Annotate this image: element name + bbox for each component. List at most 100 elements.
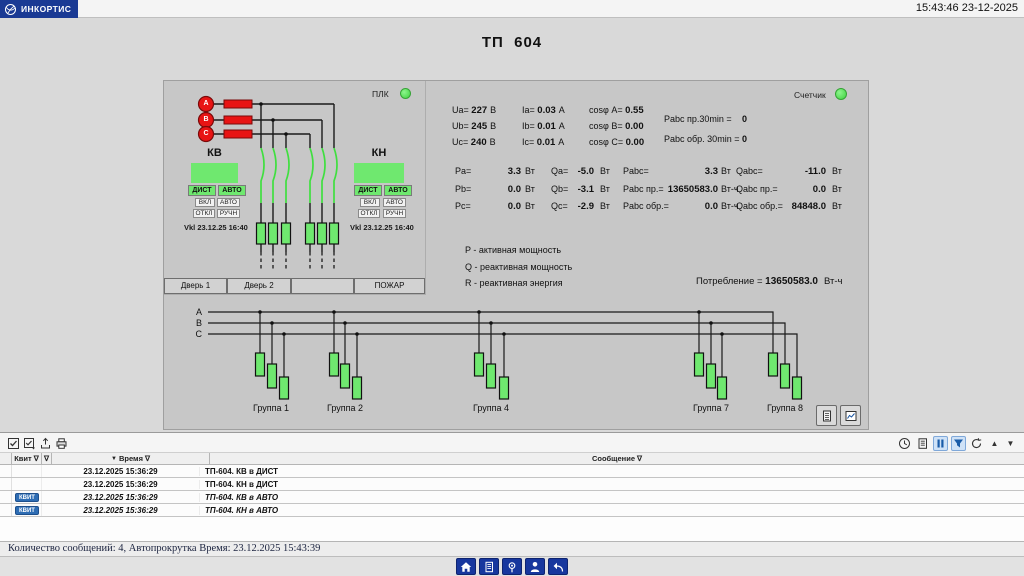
acknowledge-button[interactable]: КВИТ (15, 492, 39, 502)
power-row-b: Pb= 0.0 Вт Qb= -3.1 Вт Pabc пр.= 13650583.0 Вт… (455, 184, 842, 195)
time-range-button[interactable] (897, 436, 912, 451)
meter-icon (822, 410, 831, 421)
kv-auto-button[interactable]: АВТО (217, 198, 240, 207)
spare-indicator (291, 278, 354, 294)
ack-one-button[interactable] (6, 436, 21, 451)
kn-switch-timestamp: Vkl 23.12.25 16:40 (350, 223, 414, 232)
home-button[interactable] (456, 558, 476, 575)
log-toolbar: ▲ ▼ (0, 433, 1024, 453)
power-row-c: Pc= 0.0 Вт Qc= -2.9 Вт Pabc обр.= 0.0 Вт-ч Qab… (455, 201, 842, 212)
current-ic: Ic= 0.01 А (522, 137, 565, 148)
legend-q: Q - реактивная мощность (465, 262, 573, 272)
input-fuse-blocks (223, 99, 253, 139)
voltage-ub: Ub= 245 В (452, 121, 497, 132)
back-arrow-icon (553, 562, 564, 572)
refresh-button[interactable] (969, 436, 984, 451)
door2-indicator[interactable]: Дверь 2 (227, 278, 291, 294)
plc-label: ПЛК (372, 89, 389, 99)
kv-dist-button[interactable]: ДИСТ (188, 185, 216, 196)
log-row[interactable]: 23.12.2025 15:36:29 ТП-604. КВ в ДИСТ (0, 465, 1024, 478)
print-button[interactable] (54, 436, 69, 451)
col-flag-header[interactable]: ∇ (42, 453, 52, 464)
voltage-uc: Uc= 240 В (452, 137, 496, 148)
journal-button[interactable] (915, 436, 930, 451)
logo-emblem-icon (4, 3, 17, 15)
log-row[interactable]: КВИТ 23.12.2025 15:36:29 ТП-604. КВ в АВ… (0, 491, 1024, 504)
event-message: ТП-604. КН в ДИСТ (205, 479, 279, 489)
col-ack-header[interactable]: Квит ∇ (12, 453, 42, 464)
phase-source-indicators (197, 95, 215, 143)
event-time: 23.12.2025 15:36:29 (42, 466, 200, 476)
kn-avto-button[interactable]: АВТО (384, 185, 412, 196)
consumption-unit: Вт-ч (824, 276, 843, 287)
consumption-label: Потребление = (696, 276, 763, 287)
event-time: 23.12.2025 15:36:29 (42, 492, 200, 502)
filter-glyph: ∇ (43, 454, 50, 463)
system-datetime: 15:43:46 23-12-2025 (915, 2, 1018, 14)
power-row-a: Pa= 3.3 Вт Qa= -5.0 Вт Pabc= 3.3 Вт Qabc= -11.0… (455, 166, 842, 177)
col-time-header[interactable]: ▼ Время ∇ (52, 453, 210, 464)
col-selector-header (0, 453, 12, 464)
logo-text: ИНКОРТИС (21, 4, 72, 14)
current-ia: Ia= 0.03 А (522, 105, 565, 116)
log-status-bar: Количество сообщений: 4, Автопрокрутка В… (0, 541, 1024, 556)
journal-nav-button[interactable] (479, 558, 499, 575)
filter-button[interactable] (951, 436, 966, 451)
bus-junction-dots (258, 310, 724, 336)
user-button[interactable] (525, 558, 545, 575)
kv-manual-button[interactable]: РУЧН (217, 209, 240, 218)
kn-dist-button[interactable]: ДИСТ (354, 185, 382, 196)
bottom-navbar (0, 556, 1024, 576)
kn-off-button[interactable]: ОТКЛ (358, 209, 380, 218)
kv-switch-timestamp: Vkl 23.12.25 16:40 (184, 223, 248, 232)
phase-a-label: A (203, 100, 209, 107)
p30-reverse: Pabc обр. 30min = (664, 134, 740, 144)
kv-state-box (191, 163, 238, 183)
event-log-panel: ▲ ▼ Квит ∇ ∇ ▼ Время ∇ Сообщение ∇ 23.12.202… (0, 432, 1024, 541)
kv-off-button[interactable]: ОТКЛ (193, 209, 215, 218)
back-button[interactable] (548, 558, 568, 575)
log-row[interactable]: КВИТ 23.12.2025 15:36:29 ТП-604. КН в АВ… (0, 504, 1024, 517)
export-button[interactable] (38, 436, 53, 451)
log-row[interactable]: 23.12.2025 15:36:29 ТП-604. КН в ДИСТ (0, 478, 1024, 491)
switch-blades-closed (260, 147, 338, 203)
door1-indicator[interactable]: Дверь 1 (164, 278, 227, 294)
cos-a: cosφ A= 0.55 (589, 105, 644, 116)
event-message: ТП-604. КВ в ДИСТ (205, 466, 279, 476)
group-8-label: Группа 8 (766, 403, 804, 413)
location-button[interactable] (502, 558, 522, 575)
filter-glyph: ∇ (637, 454, 643, 463)
supply-wires (213, 103, 335, 252)
schematic-section-border (164, 81, 426, 295)
kv-title: КВ (207, 147, 222, 159)
col-message-header[interactable]: Сообщение ∇ (591, 454, 643, 463)
pause-scroll-button[interactable] (933, 436, 948, 451)
group-4-label: Группа 4 (472, 403, 510, 413)
event-message: ТП-604. КН в АВТО (205, 505, 279, 515)
phase-b-label: B (203, 116, 209, 123)
kv-avto-button[interactable]: АВТО (218, 185, 246, 196)
top-bar: ИНКОРТИС 15:43:46 23-12-2025 (0, 0, 1024, 18)
kn-on-button[interactable]: ВКЛ (360, 198, 380, 207)
page-title: ТП 604 (481, 34, 543, 51)
plc-status-led (400, 88, 411, 99)
kn-auto-button[interactable]: АВТО (383, 198, 406, 207)
person-icon (530, 561, 540, 572)
ack-all-button[interactable] (22, 436, 37, 451)
fire-indicator[interactable]: ПОЖАР (354, 278, 425, 294)
location-pin-icon (508, 561, 516, 572)
trend-chart-button[interactable] (840, 405, 861, 426)
p30-forward: Pabc пр.30min = (664, 114, 732, 124)
kn-state-box (354, 163, 404, 183)
event-time: 23.12.2025 15:36:29 (42, 505, 200, 515)
meter-readings-button[interactable] (816, 405, 837, 426)
mimic-panel: A B C ПЛК КВ ДИСТ АВТО ВКЛ АВТО ОТКЛ РУЧ… (163, 80, 869, 430)
kn-manual-button[interactable]: РУЧН (383, 209, 406, 218)
scroll-up-button[interactable]: ▲ (990, 438, 999, 448)
journal-icon (485, 561, 493, 572)
filter-glyph: ∇ (33, 454, 39, 463)
kv-on-button[interactable]: ВКЛ (195, 198, 215, 207)
scroll-down-button[interactable]: ▼ (1006, 438, 1015, 448)
acknowledge-button[interactable]: КВИТ (15, 505, 39, 515)
group-2-label: Группа 2 (326, 403, 364, 413)
